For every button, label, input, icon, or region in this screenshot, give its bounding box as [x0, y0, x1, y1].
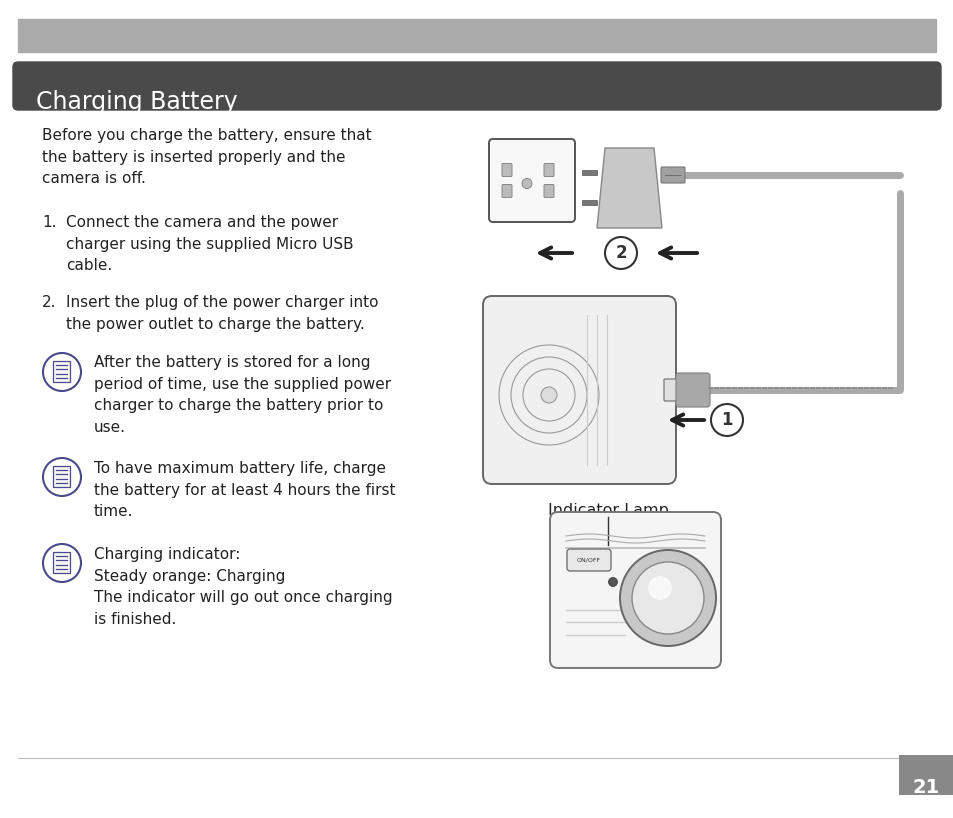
- FancyBboxPatch shape: [663, 379, 678, 401]
- FancyBboxPatch shape: [482, 296, 676, 484]
- FancyBboxPatch shape: [566, 549, 610, 571]
- FancyBboxPatch shape: [543, 185, 554, 197]
- Text: 1.: 1.: [42, 215, 56, 230]
- FancyBboxPatch shape: [489, 139, 575, 222]
- Circle shape: [608, 578, 617, 587]
- Text: 2.: 2.: [42, 295, 56, 310]
- FancyBboxPatch shape: [676, 373, 709, 407]
- Circle shape: [540, 387, 557, 403]
- Text: Indicator Lamp: Indicator Lamp: [547, 503, 668, 518]
- Bar: [898, 755, 953, 795]
- Circle shape: [521, 178, 532, 188]
- FancyBboxPatch shape: [53, 466, 71, 488]
- Circle shape: [647, 576, 671, 600]
- Circle shape: [619, 550, 716, 646]
- Text: 21: 21: [911, 778, 939, 797]
- FancyBboxPatch shape: [53, 362, 71, 383]
- Circle shape: [710, 404, 742, 436]
- Bar: [581, 200, 597, 205]
- Bar: [18, 19, 935, 52]
- Text: Charging Battery: Charging Battery: [36, 90, 237, 114]
- Circle shape: [631, 562, 703, 634]
- FancyBboxPatch shape: [501, 185, 512, 197]
- FancyBboxPatch shape: [550, 512, 720, 668]
- Text: After the battery is stored for a long
period of time, use the supplied power
ch: After the battery is stored for a long p…: [94, 355, 391, 435]
- FancyBboxPatch shape: [13, 62, 940, 110]
- Circle shape: [604, 237, 637, 269]
- FancyBboxPatch shape: [660, 167, 684, 183]
- Text: 2: 2: [615, 244, 626, 262]
- FancyBboxPatch shape: [501, 164, 512, 177]
- Bar: [581, 170, 597, 175]
- Text: 1: 1: [720, 411, 732, 429]
- Text: To have maximum battery life, charge
the battery for at least 4 hours the first
: To have maximum battery life, charge the…: [94, 461, 395, 519]
- Polygon shape: [597, 148, 661, 228]
- Text: Connect the camera and the power
charger using the supplied Micro USB
cable.: Connect the camera and the power charger…: [66, 215, 354, 273]
- Text: Insert the plug of the power charger into
the power outlet to charge the battery: Insert the plug of the power charger int…: [66, 295, 378, 331]
- FancyBboxPatch shape: [53, 552, 71, 573]
- Text: Charging indicator:
Steady orange: Charging
The indicator will go out once charg: Charging indicator: Steady orange: Charg…: [94, 547, 393, 627]
- Text: ON/OFF: ON/OFF: [577, 558, 600, 563]
- Text: Before you charge the battery, ensure that
the battery is inserted properly and : Before you charge the battery, ensure th…: [42, 128, 372, 187]
- FancyBboxPatch shape: [543, 164, 554, 177]
